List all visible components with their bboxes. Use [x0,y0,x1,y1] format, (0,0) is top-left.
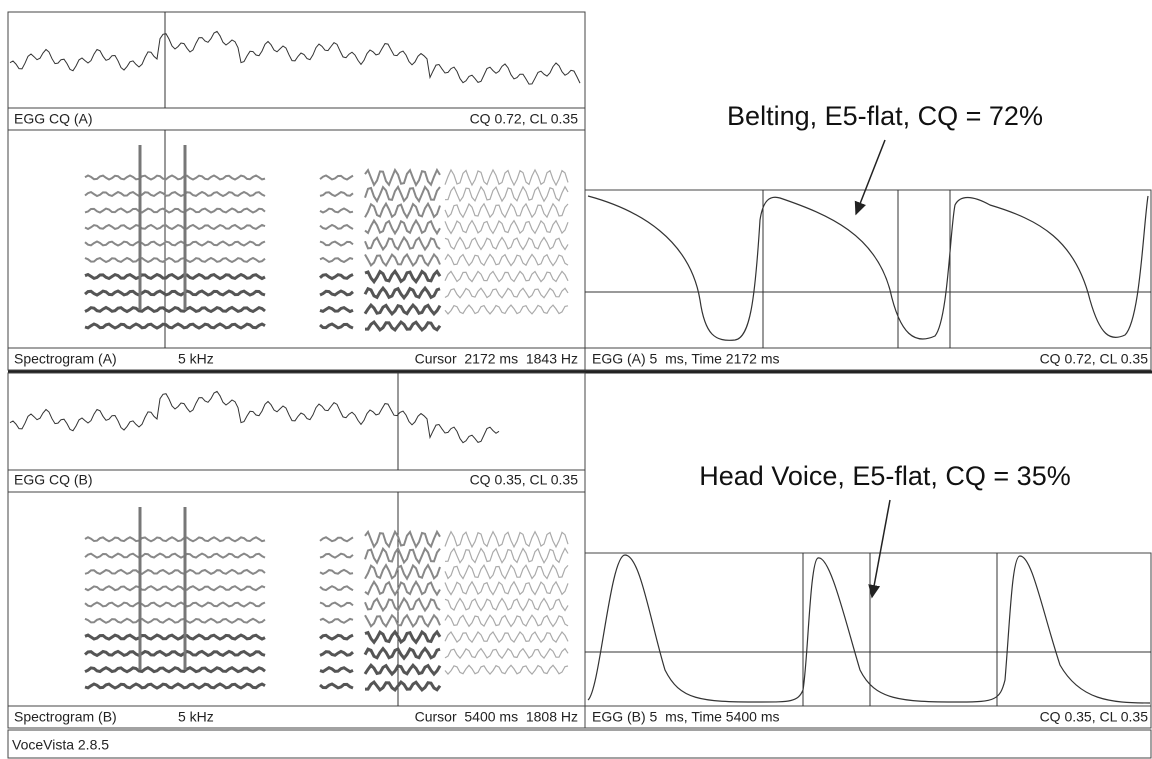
panel-value: CQ 0.72, CL 0.35 [470,111,579,127]
panel-label: Spectrogram (A) [14,351,117,367]
panel-range: 5 kHz [178,709,214,725]
panel-label: EGG CQ (A) [14,111,93,127]
panel-value: CQ 0.35, CL 0.35 [1040,709,1149,725]
annotation: Head Voice, E5-flat, CQ = 35% [699,461,1070,491]
cursor-readout: Cursor 5400 ms 1808 Hz [415,709,578,725]
cursor-readout: Cursor 2172 ms 1843 Hz [415,351,578,367]
panel-label: EGG CQ (B) [14,472,93,488]
panel-label: EGG (A) 5 ms, Time 2172 ms [592,351,780,367]
egg-cq-plot [8,373,585,470]
decoration-line [85,635,265,639]
panel-label: EGG (B) 5 ms, Time 5400 ms [592,709,780,725]
decoration-line [85,275,265,279]
panel-label: Spectrogram (B) [14,709,117,725]
screenshot: EGG CQ (A) CQ 0.72, CL 0.35 Spectrogram … [0,0,1152,759]
spectrogram [8,130,585,348]
panel-value: CQ 0.72, CL 0.35 [1040,351,1149,367]
annotation: Belting, E5-flat, CQ = 72% [727,101,1043,131]
version: VoceVista 2.8.5 [12,737,109,753]
egg-plot [585,190,1151,348]
egg-cq-plot [8,12,585,108]
panel-range: 5 kHz [178,351,214,367]
panel-value: CQ 0.35, CL 0.35 [470,472,579,488]
egg-plot [585,553,1151,706]
spectrogram [8,492,585,706]
status-bar [8,730,1151,758]
